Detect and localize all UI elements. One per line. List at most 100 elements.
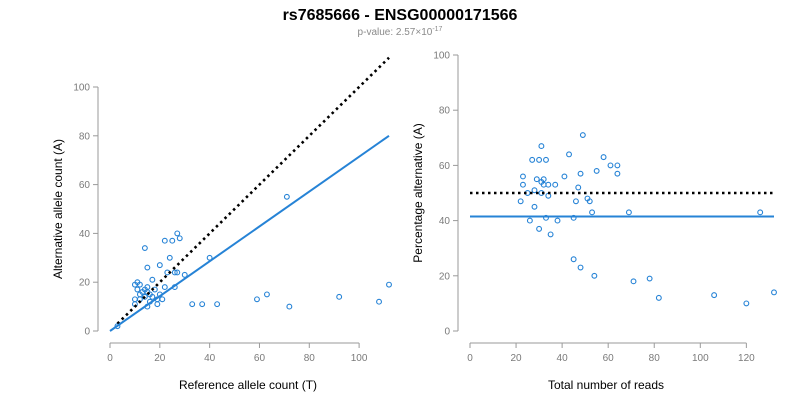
right-y-tick-label: 40 (439, 216, 451, 227)
left-data-point (161, 284, 168, 291)
right-x-tick-label: 40 (557, 353, 569, 364)
left-data-point (199, 301, 206, 308)
left-x-tick-label: 80 (304, 353, 316, 364)
left-data-point (174, 230, 181, 237)
right-data-point (655, 294, 662, 301)
right-data-point (577, 170, 584, 177)
left-x-axis-label: Reference allele count (T) (179, 378, 317, 392)
right-y-tick-label: 0 (444, 327, 450, 338)
left-axes: 0 20 40 60 80 100 0 20 40 60 80 100 (73, 83, 368, 365)
left-data-point (144, 264, 151, 271)
right-data-point (614, 162, 621, 169)
right-data-point (554, 217, 561, 224)
right-data-point (543, 214, 549, 221)
right-data-point (545, 181, 552, 188)
left-y-axis-label: Alternative allele count (A) (51, 139, 65, 279)
right-data-point (600, 154, 607, 161)
left-data-point (159, 296, 166, 303)
right-data-point (529, 156, 536, 163)
left-y-tick-label: 0 (84, 327, 90, 338)
right-data-point (561, 173, 568, 180)
left-data-point (263, 291, 270, 298)
left-data-point (171, 269, 178, 276)
right-data-point (543, 156, 549, 163)
right-data-point (547, 231, 554, 238)
right-y-tick-label: 60 (439, 161, 451, 172)
right-x-tick-label: 120 (738, 353, 755, 364)
left-expected-ratio-line (116, 56, 390, 325)
right-data-point (536, 225, 543, 232)
right-x-tick-label: 0 (467, 353, 473, 364)
right-data-point (579, 132, 586, 138)
right-data-point (533, 176, 540, 183)
right-x-tick-label: 100 (692, 353, 709, 364)
right-data-point (526, 217, 533, 224)
right-data-point (566, 151, 572, 158)
left-fitted-line (109, 134, 390, 332)
left-y-tick-label: 100 (73, 83, 90, 94)
left-data-point (386, 281, 392, 288)
right-y-tick-label: 20 (439, 271, 451, 282)
left-x-tick-label: 20 (154, 353, 166, 364)
right-data-point (572, 198, 579, 205)
right-data-point (575, 184, 582, 191)
left-x-tick-label: 40 (204, 353, 216, 364)
right-data-point (711, 292, 718, 299)
right-data-point (593, 167, 600, 174)
left-data-point (131, 296, 138, 303)
left-data-point (176, 235, 183, 242)
right-data-point (536, 156, 543, 163)
left-data-point (149, 293, 156, 300)
left-data-point (169, 237, 176, 244)
left-scatter-panel: 0 20 40 60 80 100 0 20 40 60 80 100 Reference allel… (51, 56, 392, 392)
right-y-tick-label: 100 (433, 51, 450, 62)
left-data-point (283, 193, 290, 200)
left-y-tick-label: 80 (79, 131, 91, 142)
right-data-point (570, 214, 577, 221)
p-value-label: p-value: 2.57×10-17 (358, 26, 443, 38)
left-data-point (154, 301, 161, 308)
left-data-point (286, 303, 293, 310)
right-data-point (591, 272, 598, 279)
left-data-point (134, 286, 141, 293)
right-data-point (771, 289, 777, 296)
right-x-tick-label: 20 (510, 353, 522, 364)
right-data-point (538, 143, 545, 150)
left-data-point (181, 271, 188, 278)
right-data-point (552, 181, 559, 188)
right-data-point (577, 264, 584, 271)
left-data-point (254, 296, 260, 303)
right-data-point (630, 278, 637, 285)
right-data-point (743, 300, 750, 307)
right-axes: 0 20 40 60 80 100 120 0 20 40 60 80 100 (433, 51, 755, 365)
left-data-point (136, 281, 143, 288)
right-data-point (520, 181, 526, 188)
right-y-tick-label: 80 (439, 106, 451, 117)
left-data-point (376, 298, 382, 305)
right-data-point (570, 256, 577, 263)
left-y-tick-label: 60 (79, 180, 91, 191)
left-data-point (214, 301, 221, 308)
left-data-point (161, 237, 168, 244)
left-data-point (174, 269, 181, 276)
left-data-point (141, 245, 148, 251)
left-x-tick-label: 100 (351, 353, 368, 364)
right-data-point (646, 275, 653, 282)
right-data-point (625, 209, 632, 216)
left-data-point (149, 276, 156, 283)
right-data-point (757, 209, 764, 216)
right-data-point (607, 162, 614, 169)
right-x-axis-label: Total number of reads (548, 378, 664, 392)
right-data-point (540, 176, 547, 183)
left-data-point (336, 293, 343, 300)
left-marks (109, 56, 392, 332)
p-value-exponent: -17 (432, 26, 442, 33)
left-data-point (189, 301, 196, 308)
right-data-point (531, 187, 538, 194)
right-scatter-panel: 0 20 40 60 80 100 120 0 20 40 60 80 100 Total number… (411, 51, 777, 392)
right-data-point (520, 173, 526, 180)
right-marks (470, 132, 777, 307)
right-data-point (517, 198, 524, 205)
right-x-tick-label: 80 (649, 353, 661, 364)
